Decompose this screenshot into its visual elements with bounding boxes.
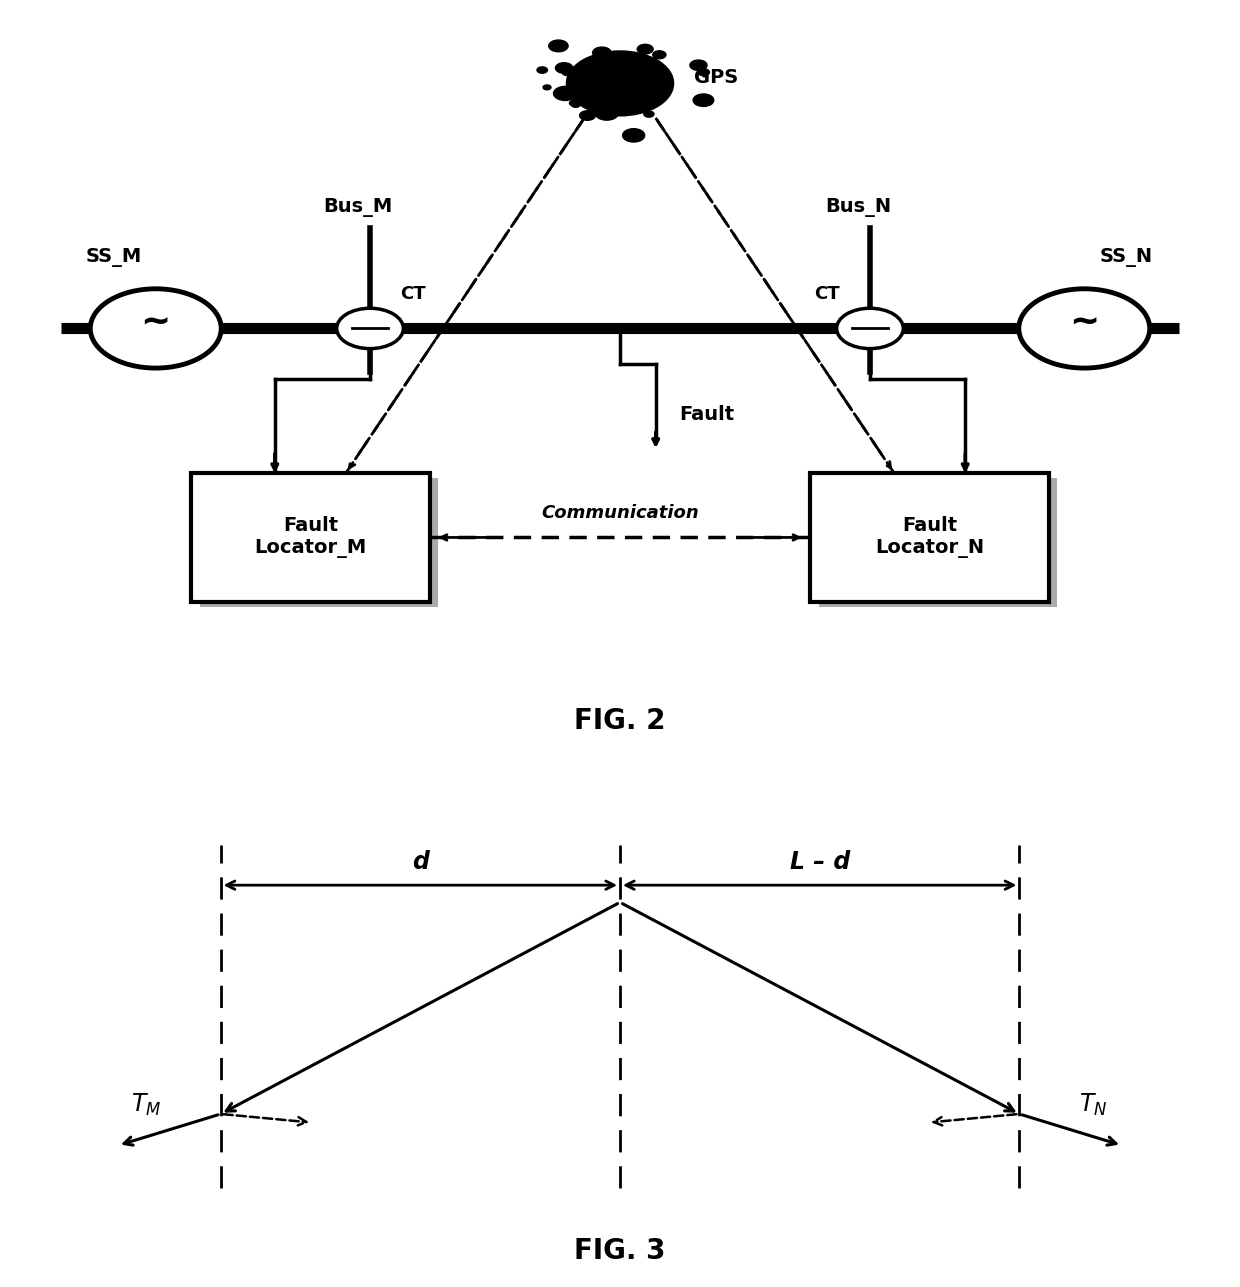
- Circle shape: [622, 129, 645, 142]
- Circle shape: [579, 111, 595, 120]
- FancyBboxPatch shape: [811, 472, 1049, 602]
- Text: CT: CT: [815, 286, 841, 304]
- Circle shape: [569, 100, 579, 106]
- Text: SS_N: SS_N: [1100, 248, 1152, 268]
- Circle shape: [837, 309, 903, 349]
- Text: $T_N$: $T_N$: [1079, 1093, 1107, 1118]
- Circle shape: [337, 309, 403, 349]
- Text: Bus_M: Bus_M: [324, 198, 393, 216]
- Circle shape: [593, 48, 611, 58]
- Text: d: d: [412, 849, 429, 874]
- Text: Communication: Communication: [541, 503, 699, 521]
- Text: $T_M$: $T_M$: [131, 1093, 161, 1118]
- Circle shape: [562, 67, 577, 76]
- Text: FIG. 3: FIG. 3: [574, 1237, 666, 1265]
- Text: FIG. 2: FIG. 2: [574, 708, 666, 735]
- Circle shape: [549, 40, 568, 51]
- Circle shape: [652, 50, 666, 59]
- Circle shape: [567, 51, 673, 116]
- Circle shape: [637, 44, 653, 54]
- Circle shape: [1019, 288, 1149, 368]
- Circle shape: [595, 106, 619, 120]
- Text: L – d: L – d: [790, 849, 849, 874]
- Text: GPS: GPS: [694, 68, 738, 88]
- Circle shape: [644, 111, 653, 117]
- Text: CT: CT: [399, 286, 425, 304]
- FancyBboxPatch shape: [200, 477, 438, 607]
- Circle shape: [572, 103, 580, 107]
- Text: ~: ~: [140, 306, 171, 340]
- Circle shape: [91, 288, 221, 368]
- Text: Fault: Fault: [680, 405, 734, 425]
- FancyBboxPatch shape: [818, 477, 1056, 607]
- Text: Fault
Locator_N: Fault Locator_N: [875, 516, 985, 559]
- FancyBboxPatch shape: [191, 472, 429, 602]
- Text: ~: ~: [1069, 306, 1100, 340]
- Circle shape: [556, 63, 573, 73]
- Circle shape: [693, 94, 714, 107]
- Circle shape: [543, 85, 551, 90]
- Text: SS_M: SS_M: [86, 248, 143, 268]
- Text: Fault
Locator_M: Fault Locator_M: [254, 516, 367, 559]
- Text: Bus_N: Bus_N: [825, 198, 892, 216]
- Circle shape: [698, 68, 709, 76]
- Circle shape: [689, 60, 707, 71]
- Circle shape: [537, 67, 547, 73]
- Circle shape: [553, 86, 577, 100]
